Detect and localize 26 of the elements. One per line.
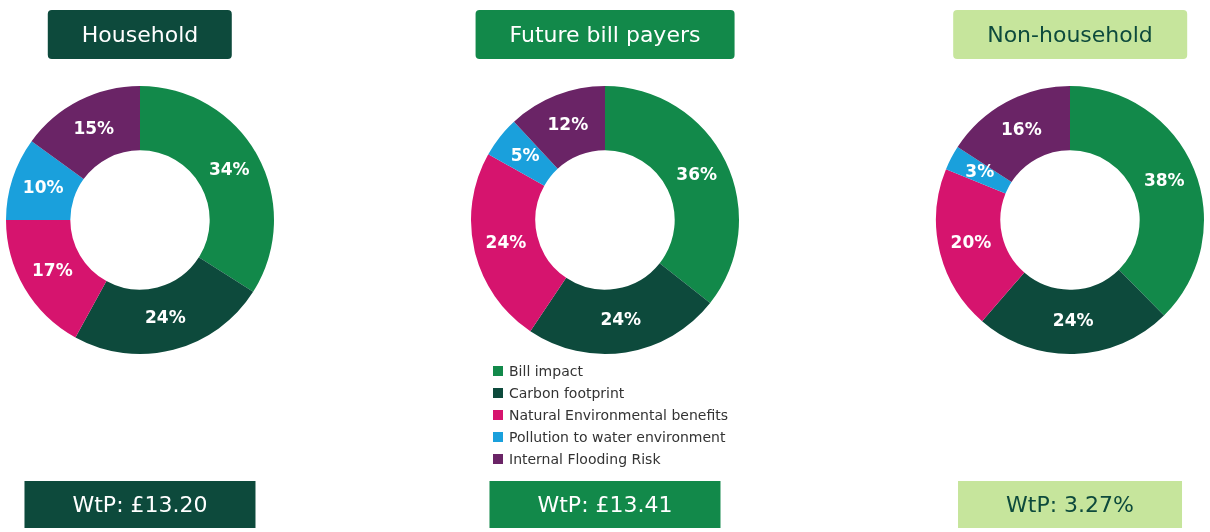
data-label: 34% <box>208 159 250 180</box>
chart-title: Future bill payers <box>475 10 735 59</box>
data-label: 3% <box>965 161 995 182</box>
data-label: 24% <box>144 307 186 328</box>
text: WtP: £13.41 <box>489 481 721 528</box>
legend-label: Internal Flooding Risk <box>509 451 661 467</box>
data-label: 24% <box>485 231 527 252</box>
legend-label: Natural Environmental benefits <box>509 407 728 423</box>
chart-title: Non-household <box>953 10 1187 59</box>
data-label: 38% <box>1143 169 1185 190</box>
text: WtP: 3.27% <box>958 481 1182 528</box>
data-label: 36% <box>676 164 718 185</box>
legend-label: Carbon footprint <box>509 385 625 401</box>
text: WtP: £13.20 <box>24 481 256 528</box>
data-label: 24% <box>600 309 642 330</box>
data-label: 24% <box>1052 310 1094 331</box>
chart-title: Household <box>47 10 233 59</box>
data-label: 16% <box>1001 118 1042 139</box>
data-label: 17% <box>31 260 73 281</box>
data-label: 10% <box>22 176 64 197</box>
legend-label: Pollution to water environment <box>509 429 726 445</box>
data-label: 20% <box>950 231 992 252</box>
data-label: 15% <box>73 117 115 138</box>
legend-label: Bill impact <box>509 363 583 379</box>
data-label: 12% <box>547 113 589 134</box>
data-label: 5% <box>510 145 540 166</box>
